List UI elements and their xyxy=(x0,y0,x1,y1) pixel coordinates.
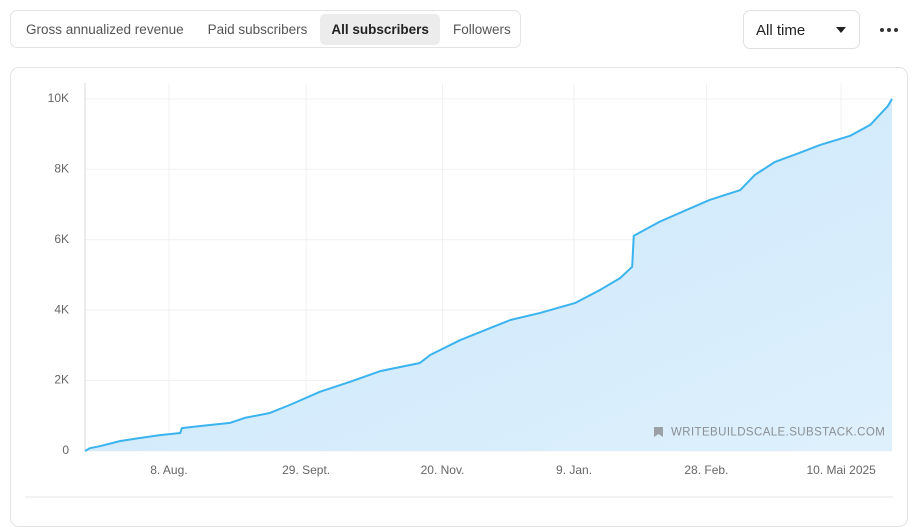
x-tick-label: 29. Sept. xyxy=(282,463,330,477)
area xyxy=(85,98,892,451)
y-tick-label: 6K xyxy=(54,232,69,246)
y-tick-label: 10K xyxy=(48,91,69,105)
page: Gross annualized revenue Paid subscriber… xyxy=(10,10,908,527)
watermark-text: WRITEBUILDSCALE.SUBSTACK.COM xyxy=(671,427,885,439)
y-tick-label: 8K xyxy=(54,161,69,175)
more-menu[interactable] xyxy=(879,26,899,34)
x-tick-label: 8. Aug. xyxy=(150,463,187,477)
line xyxy=(84,98,893,452)
x-tick-label: 28. Feb. xyxy=(684,463,728,477)
tab[interactable]: Followers xyxy=(452,21,511,37)
range-select[interactable]: All time xyxy=(743,10,860,49)
chart: WRITEBUILDSCALE.SUBSTACK.COM 0 2K 4K 6K 8K 10… xyxy=(25,83,893,498)
tab[interactable]: All subscribers xyxy=(320,13,440,45)
tab-bar: Gross annualized revenue Paid subscriber… xyxy=(10,10,521,48)
y-tick-label: 4K xyxy=(54,302,69,316)
tab[interactable]: Paid subscribers xyxy=(207,21,308,37)
x-tick-label: 10. Mai 2025 xyxy=(806,463,876,477)
x-tick-label: 9. Jan. xyxy=(556,463,592,477)
watermark: WRITEBUILDSCALE.SUBSTACK.COM xyxy=(654,427,885,439)
tab[interactable]: Gross annualized revenue xyxy=(26,21,184,37)
x-tick-label: 20. Nov. xyxy=(421,463,465,477)
y-tick-label: 0 xyxy=(62,443,69,457)
dropdown-arrow xyxy=(836,27,846,33)
y-tick-label: 2K xyxy=(54,373,69,387)
range-label: All time xyxy=(756,22,806,39)
